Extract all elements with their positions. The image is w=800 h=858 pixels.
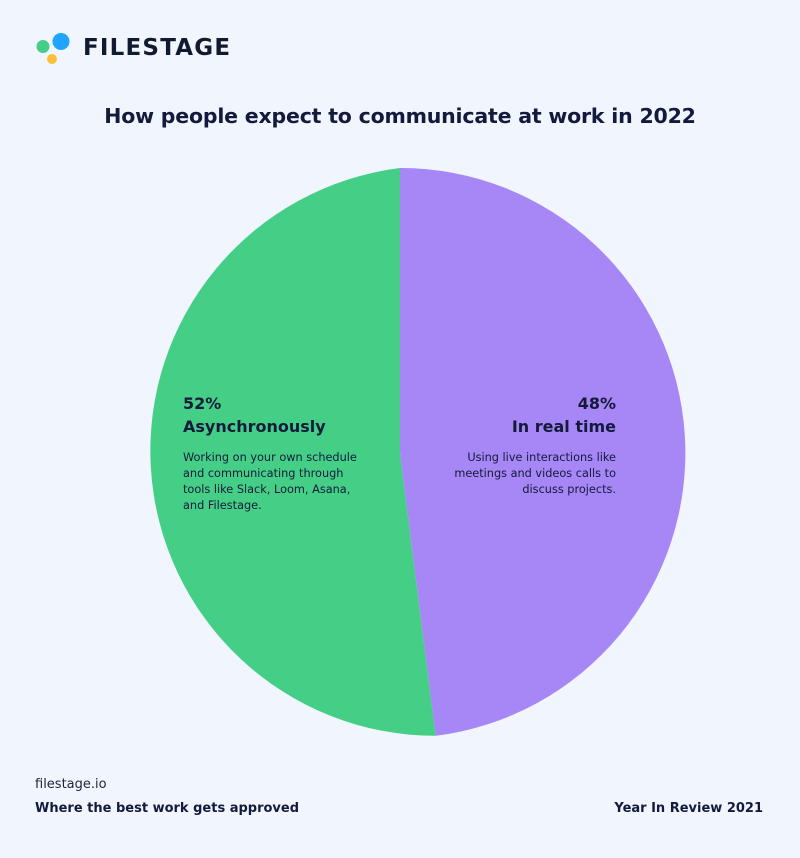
- slice-label-real-time: 48% In real time Using live interactions…: [430, 392, 616, 498]
- slice-name: Asynchronously: [183, 417, 326, 436]
- slice-description: Using live interactions like meetings an…: [430, 450, 616, 498]
- slice-percent: 52%: [183, 394, 222, 413]
- desc-line: tools like Slack, Loom, Asana,: [183, 483, 351, 496]
- slice-name: In real time: [511, 417, 616, 436]
- desc-line: Working on your own schedule: [183, 451, 357, 464]
- desc-line: Using live interactions like: [467, 451, 616, 464]
- brand-name: FILESTAGE: [83, 35, 232, 61]
- footer-website: filestage.io: [35, 777, 107, 792]
- brand-logo: FILESTAGE: [35, 33, 230, 67]
- slice-label-asynchronously: 52% Asynchronously Working on your own s…: [183, 392, 383, 514]
- logo-dots-icon: [36, 33, 70, 64]
- desc-line: and communicating through: [183, 467, 344, 480]
- pie-slice-real-time: [400, 167, 686, 736]
- slice-percent: 48%: [577, 394, 616, 413]
- footer-tagline: Where the best work gets approved: [35, 801, 300, 816]
- desc-line: and Filestage.: [183, 499, 262, 512]
- desc-line: discuss projects.: [522, 483, 616, 496]
- chart-title: How people expect to communicate at work…: [104, 104, 696, 128]
- footer-report-name: Year In Review 2021: [614, 801, 763, 816]
- pie-slice-asynchronously: [150, 168, 436, 736]
- slice-description: Working on your own schedule and communi…: [183, 450, 383, 514]
- desc-line: meetings and videos calls to: [454, 467, 616, 480]
